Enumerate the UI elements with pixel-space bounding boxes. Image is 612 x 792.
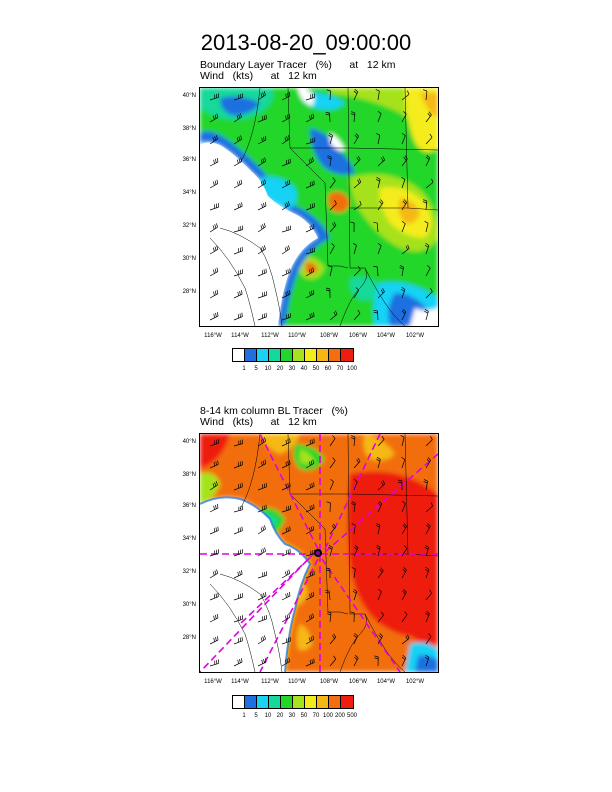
panel2-lon-label: 108°W [319, 679, 339, 685]
colorbar-tick-label: 10 [264, 366, 272, 372]
colorbar-tick-label: 30 [288, 366, 296, 372]
panel2-lat-label: 34°N [182, 536, 196, 542]
panel1-lat-label: 30°N [182, 256, 196, 262]
colorbar-tick-label: 100 [346, 366, 357, 372]
colorbar-tick-label: 5 [254, 366, 258, 372]
panel2-lat-label: 32°N [182, 569, 196, 575]
panel2-lon-label: 102°W [405, 679, 425, 685]
panel1-lon-label: 102°W [405, 333, 425, 339]
colorbar-tick-label: 5 [254, 713, 258, 719]
colorbar-tick-label: 1 [242, 713, 246, 719]
colorbar-swatch [305, 696, 317, 708]
colorbar-swatch [269, 696, 281, 708]
colorbar-tick-label: 70 [336, 366, 344, 372]
colorbar-tick-label: 70 [312, 713, 320, 719]
colorbar-swatch [341, 349, 353, 361]
colorbar-swatch [341, 696, 353, 708]
panel1-map [199, 87, 439, 327]
colorbar-tick-label: 40 [300, 366, 308, 372]
colorbar-tick-label: 60 [324, 366, 332, 372]
panel2-colorbar [232, 695, 354, 709]
colorbar-swatch [293, 349, 305, 361]
panel1-subtitle-field: Boundary Layer Tracer (%) at 12 km [200, 59, 396, 71]
panel1-lon-label: 106°W [348, 333, 368, 339]
colorbar-swatch [257, 696, 269, 708]
colorbar-swatch [245, 349, 257, 361]
main-title: 2013-08-20_09:00:00 [200, 30, 412, 55]
panel2-lon-label: 116°W [204, 679, 222, 685]
colorbar-tick-label: 200 [334, 713, 345, 719]
panel1-lon-label: 116°W [204, 333, 222, 339]
colorbar-tick-label: 1 [242, 366, 246, 372]
panel2-map [199, 433, 439, 673]
panel1-colorbar [232, 348, 354, 362]
panel1-lat-label: 38°N [182, 126, 196, 132]
panel1-lon-label: 104°W [376, 333, 396, 339]
panel1-lon-label: 112°W [261, 333, 279, 339]
panel2-lon-label: 112°W [261, 679, 279, 685]
colorbar-tick-label: 20 [276, 713, 284, 719]
panel1-lat-label: 36°N [182, 157, 196, 163]
panel1-lon-label: 108°W [319, 333, 339, 339]
panel1-lon-label: 114°W [231, 333, 249, 339]
panel2-subtitle-field: 8-14 km column BL Tracer (%) [200, 405, 348, 417]
colorbar-swatch [245, 696, 257, 708]
panel2-lon-label: 114°W [231, 679, 249, 685]
panel1-lat-label: 40°N [182, 93, 196, 99]
colorbar-swatch [233, 349, 245, 361]
colorbar-tick-label: 100 [322, 713, 333, 719]
panel2-lon-label: 104°W [376, 679, 396, 685]
panel1-subtitle-wind: Wind (kts) at 12 km [200, 70, 317, 82]
colorbar-swatch [269, 349, 281, 361]
colorbar-swatch [257, 349, 269, 361]
panel1-lon-label: 110°W [288, 333, 306, 339]
panel2-subtitle-wind: Wind (kts) at 12 km [200, 416, 317, 428]
colorbar-swatch [329, 349, 341, 361]
panel1-lat-label: 28°N [182, 289, 196, 295]
colorbar-tick-label: 50 [312, 366, 320, 372]
panel2-lat-label: 30°N [182, 602, 196, 608]
panel1-lat-label: 34°N [182, 190, 196, 196]
panel2-lon-label: 110°W [288, 679, 306, 685]
panel2-lat-label: 36°N [182, 503, 196, 509]
colorbar-swatch [281, 349, 293, 361]
colorbar-swatch [281, 696, 293, 708]
panel2-lon-label: 106°W [348, 679, 368, 685]
colorbar-tick-label: 50 [300, 713, 308, 719]
panel2-lat-label: 40°N [182, 439, 196, 445]
colorbar-swatch [293, 696, 305, 708]
colorbar-swatch [305, 349, 317, 361]
colorbar-swatch [317, 696, 329, 708]
panel2-lat-label: 28°N [182, 635, 196, 641]
colorbar-swatch [317, 349, 329, 361]
colorbar-tick-label: 500 [346, 713, 357, 719]
panel1-lat-label: 32°N [182, 223, 196, 229]
panel2-lat-label: 38°N [182, 472, 196, 478]
colorbar-tick-label: 30 [288, 713, 296, 719]
colorbar-swatch [233, 696, 245, 708]
colorbar-tick-label: 20 [276, 366, 284, 372]
colorbar-swatch [329, 696, 341, 708]
colorbar-tick-label: 10 [264, 713, 272, 719]
